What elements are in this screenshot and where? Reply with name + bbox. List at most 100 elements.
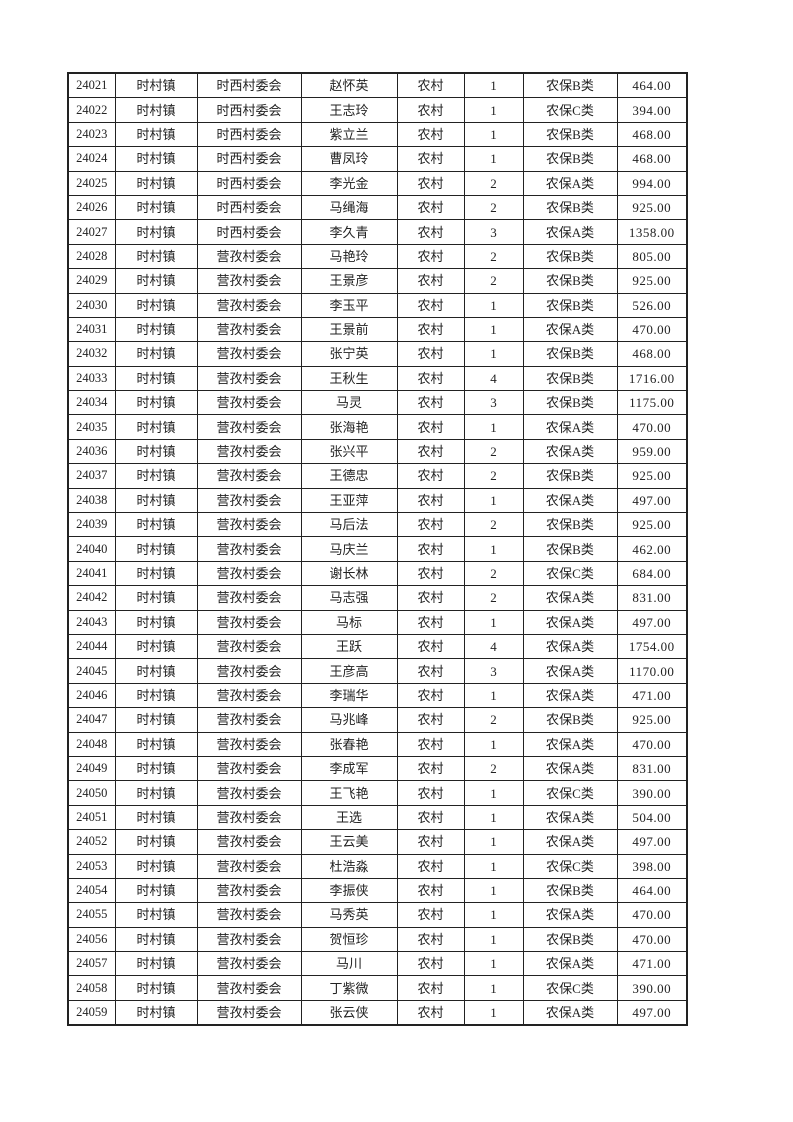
cell-amount: 471.00 bbox=[616, 682, 688, 709]
cell-name: 杜浩淼 bbox=[300, 853, 398, 879]
cell-town: 时村镇 bbox=[114, 243, 198, 270]
table-row: 24050 时村镇 营孜村委会 王飞艳 农村 1 农保C类 390.00 bbox=[67, 780, 688, 806]
cell-amount: 1175.00 bbox=[616, 390, 688, 416]
cell-category: 农保A类 bbox=[522, 316, 618, 343]
cell-town: 时村镇 bbox=[114, 72, 198, 99]
table-row: 24025 时村镇 时西村委会 李光金 农村 2 农保A类 994.00 bbox=[67, 170, 688, 196]
cell-category: 农保B类 bbox=[522, 268, 618, 294]
table-row: 24021 时村镇 时西村委会 赵怀英 农村 1 农保B类 464.00 bbox=[67, 72, 688, 99]
cell-category: 农保A类 bbox=[522, 731, 618, 757]
data-table: 24021 时村镇 时西村委会 赵怀英 农村 1 农保B类 464.00 24022 时村镇 时西村… bbox=[67, 72, 688, 1027]
cell-town: 时村镇 bbox=[114, 292, 198, 318]
cell-amount: 1716.00 bbox=[616, 365, 688, 392]
cell-amount: 470.00 bbox=[616, 902, 688, 928]
cell-town: 时村镇 bbox=[114, 463, 198, 489]
table-row: 24038 时村镇 营孜村委会 王亚萍 农村 1 农保A类 497.00 bbox=[67, 487, 688, 514]
cell-town: 时村镇 bbox=[114, 999, 198, 1026]
cell-id: 24052 bbox=[67, 829, 116, 855]
cell-id: 24030 bbox=[67, 292, 116, 318]
cell-category: 农保A类 bbox=[522, 658, 618, 684]
cell-town: 时村镇 bbox=[114, 682, 198, 709]
cell-village: 营孜村委会 bbox=[196, 487, 302, 514]
cell-type: 农村 bbox=[396, 975, 465, 1001]
cell-amount: 925.00 bbox=[616, 194, 688, 221]
cell-name: 丁紫微 bbox=[300, 975, 398, 1001]
cell-town: 时村镇 bbox=[114, 170, 198, 196]
cell-amount: 464.00 bbox=[616, 72, 688, 99]
cell-count: 1 bbox=[463, 121, 524, 148]
cell-category: 农保A类 bbox=[522, 487, 618, 514]
cell-id: 24048 bbox=[67, 731, 116, 757]
cell-name: 王景前 bbox=[300, 316, 398, 343]
cell-amount: 468.00 bbox=[616, 146, 688, 172]
cell-count: 1 bbox=[463, 316, 524, 343]
cell-village: 营孜村委会 bbox=[196, 853, 302, 879]
cell-category: 农保A类 bbox=[522, 438, 618, 465]
cell-count: 4 bbox=[463, 633, 524, 660]
cell-village: 营孜村委会 bbox=[196, 390, 302, 416]
cell-id: 24024 bbox=[67, 146, 116, 172]
cell-category: 农保A类 bbox=[522, 414, 618, 440]
table-row: 24041 时村镇 营孜村委会 谢长林 农村 2 农保C类 684.00 bbox=[67, 560, 688, 587]
cell-amount: 526.00 bbox=[616, 292, 688, 318]
cell-town: 时村镇 bbox=[114, 390, 198, 416]
cell-name: 马艳玲 bbox=[300, 243, 398, 270]
cell-count: 1 bbox=[463, 975, 524, 1001]
table-row: 24046 时村镇 营孜村委会 李瑞华 农村 1 农保A类 471.00 bbox=[67, 682, 688, 709]
cell-amount: 831.00 bbox=[616, 755, 688, 782]
cell-type: 农村 bbox=[396, 365, 465, 392]
cell-category: 农保A类 bbox=[522, 755, 618, 782]
cell-village: 时西村委会 bbox=[196, 219, 302, 245]
cell-type: 农村 bbox=[396, 804, 465, 831]
cell-village: 营孜村委会 bbox=[196, 902, 302, 928]
cell-village: 时西村委会 bbox=[196, 72, 302, 99]
cell-id: 24025 bbox=[67, 170, 116, 196]
cell-id: 24058 bbox=[67, 975, 116, 1001]
cell-amount: 390.00 bbox=[616, 975, 688, 1001]
cell-name: 王选 bbox=[300, 804, 398, 831]
cell-name: 王飞艳 bbox=[300, 780, 398, 806]
cell-amount: 497.00 bbox=[616, 487, 688, 514]
cell-type: 农村 bbox=[396, 121, 465, 148]
cell-category: 农保C类 bbox=[522, 853, 618, 879]
cell-id: 24021 bbox=[67, 72, 116, 99]
cell-category: 农保A类 bbox=[522, 804, 618, 831]
cell-count: 1 bbox=[463, 72, 524, 99]
table-row: 24045 时村镇 营孜村委会 王彦高 农村 3 农保A类 1170.00 bbox=[67, 658, 688, 684]
cell-village: 营孜村委会 bbox=[196, 829, 302, 855]
table-row: 24053 时村镇 营孜村委会 杜浩淼 农村 1 农保C类 398.00 bbox=[67, 853, 688, 879]
cell-category: 农保B类 bbox=[522, 536, 618, 562]
cell-amount: 464.00 bbox=[616, 877, 688, 904]
cell-category: 农保A类 bbox=[522, 219, 618, 245]
cell-id: 24022 bbox=[67, 97, 116, 123]
table-row: 24054 时村镇 营孜村委会 李振侠 农村 1 农保B类 464.00 bbox=[67, 877, 688, 904]
cell-amount: 805.00 bbox=[616, 243, 688, 270]
cell-category: 农保B类 bbox=[522, 341, 618, 367]
cell-amount: 504.00 bbox=[616, 804, 688, 831]
cell-count: 1 bbox=[463, 414, 524, 440]
cell-category: 农保B类 bbox=[522, 707, 618, 733]
cell-category: 农保B类 bbox=[522, 194, 618, 221]
cell-name: 王景彦 bbox=[300, 268, 398, 294]
cell-town: 时村镇 bbox=[114, 780, 198, 806]
cell-id: 24045 bbox=[67, 658, 116, 684]
cell-town: 时村镇 bbox=[114, 853, 198, 879]
cell-village: 营孜村委会 bbox=[196, 707, 302, 733]
cell-count: 2 bbox=[463, 755, 524, 782]
cell-count: 2 bbox=[463, 438, 524, 465]
cell-village: 营孜村委会 bbox=[196, 755, 302, 782]
cell-village: 时西村委会 bbox=[196, 194, 302, 221]
cell-count: 1 bbox=[463, 877, 524, 904]
table-row: 24036 时村镇 营孜村委会 张兴平 农村 2 农保A类 959.00 bbox=[67, 438, 688, 465]
cell-category: 农保A类 bbox=[522, 829, 618, 855]
table-row: 24029 时村镇 营孜村委会 王景彦 农村 2 农保B类 925.00 bbox=[67, 268, 688, 294]
cell-type: 农村 bbox=[396, 219, 465, 245]
cell-town: 时村镇 bbox=[114, 609, 198, 635]
cell-count: 1 bbox=[463, 829, 524, 855]
cell-name: 贺恒珍 bbox=[300, 926, 398, 953]
cell-village: 营孜村委会 bbox=[196, 414, 302, 440]
cell-village: 营孜村委会 bbox=[196, 633, 302, 660]
cell-amount: 390.00 bbox=[616, 780, 688, 806]
cell-id: 24032 bbox=[67, 341, 116, 367]
cell-amount: 471.00 bbox=[616, 951, 688, 977]
